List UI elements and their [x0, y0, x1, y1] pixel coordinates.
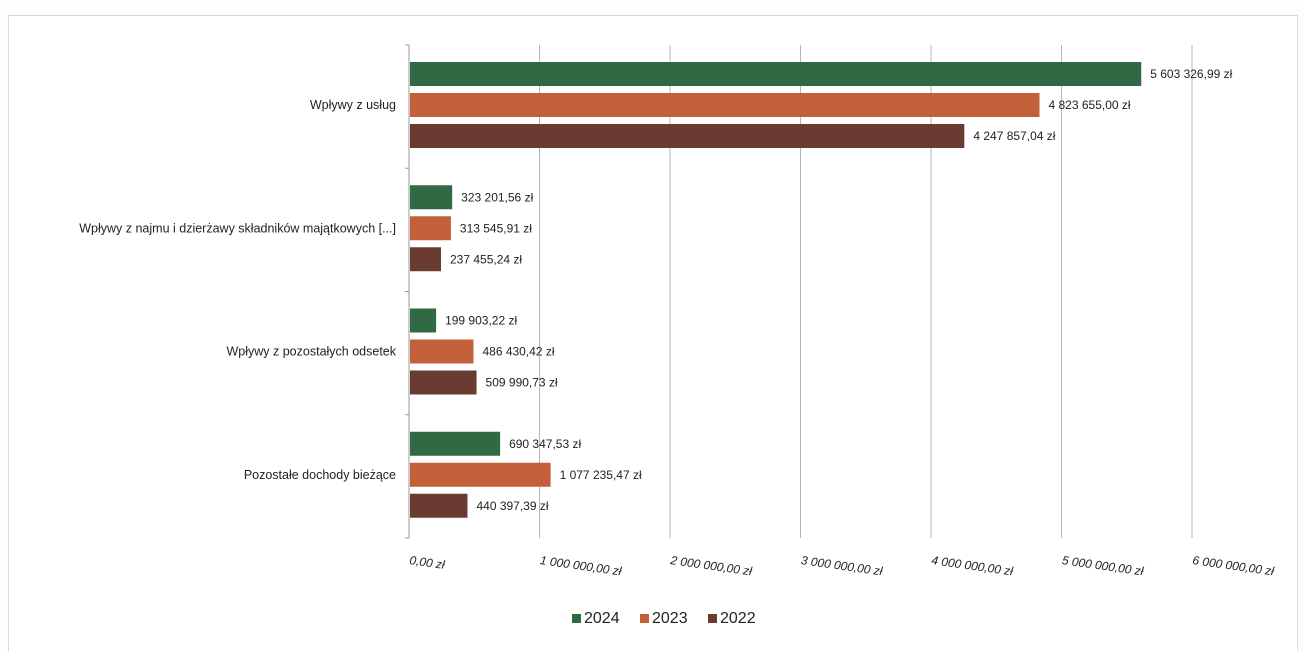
data-label-2023-3: 1 077 235,47 zł: [560, 468, 642, 482]
category-label-2: Wpływy z pozostałych odsetek: [226, 345, 396, 359]
bar-2024-3: [410, 431, 501, 456]
data-label-2022-3: 440 397,39 zł: [476, 499, 548, 513]
legend-label-2023: 2023: [652, 610, 688, 627]
category-labels: Wpływy z usług Wpływy z najmu i dzierżawy…: [79, 98, 397, 482]
bar-2024-2: [410, 308, 437, 333]
data-label-2022-2: 509 990,73 zł: [486, 376, 558, 390]
category-label-3: Pozostałe dochody bieżące: [244, 468, 396, 482]
x-tick-label-2: 2 000 000,00 zł: [669, 553, 754, 578]
data-label-2023-2: 486 430,42 zł: [482, 345, 554, 359]
legend-swatch-2022: [708, 614, 717, 623]
x-axis-tick-labels: 0,00 zł 1 000 000,00 zł 2 000 000,00 zł 3 0…: [409, 553, 1276, 578]
legend-swatch-2023: [640, 614, 649, 623]
category-label-0: Wpływy z usług: [310, 98, 396, 112]
x-tick-label-6: 6 000 000,00 zł: [1192, 553, 1276, 578]
legend-label-2024: 2024: [584, 610, 620, 627]
data-label-2024-1: 323 201,56 zł: [461, 190, 533, 204]
data-labels: 5 603 326,99 zł 4 823 655,00 zł 4 247 857,…: [445, 67, 1233, 513]
data-label-2023-1: 313 545,91 zł: [460, 221, 532, 235]
bar-2024-0: [410, 62, 1142, 86]
x-tick-label-3: 3 000 000,00 zł: [800, 553, 884, 578]
x-tick-label-0: 0,00 zł: [409, 553, 446, 572]
x-tick-label-4: 4 000 000,00 zł: [931, 553, 1015, 578]
data-label-2023-0: 4 823 655,00 zł: [1048, 98, 1130, 112]
bar-2022-3: [410, 493, 468, 518]
bar-2023-0: [410, 93, 1040, 117]
bar-2023-3: [410, 462, 551, 487]
bar-2023-2: [410, 339, 474, 364]
legend-swatch-2024: [572, 614, 581, 623]
x-tick-label-1: 1 000 000,00 zł: [539, 553, 623, 578]
legend: 2024 2023 2022: [572, 610, 756, 627]
bars: [410, 62, 1142, 518]
data-label-2022-0: 4 247 857,04 zł: [973, 129, 1055, 143]
data-label-2022-1: 237 455,24 zł: [450, 252, 522, 266]
x-tick-label-5: 5 000 000,00 zł: [1061, 553, 1145, 578]
bar-2023-1: [410, 216, 451, 241]
bar-2022-0: [410, 124, 965, 148]
data-label-2024-2: 199 903,22 zł: [445, 314, 517, 328]
data-label-2024-0: 5 603 326,99 zł: [1150, 67, 1232, 81]
legend-label-2022: 2022: [720, 610, 756, 627]
category-label-1: Wpływy z najmu i dzierżawy składników ma…: [79, 221, 396, 235]
bar-2024-1: [410, 185, 453, 210]
bar-2022-1: [410, 247, 441, 272]
data-label-2024-3: 690 347,53 zł: [509, 437, 581, 451]
chart-frame: [8, 15, 1298, 651]
bar-2022-2: [410, 370, 477, 395]
